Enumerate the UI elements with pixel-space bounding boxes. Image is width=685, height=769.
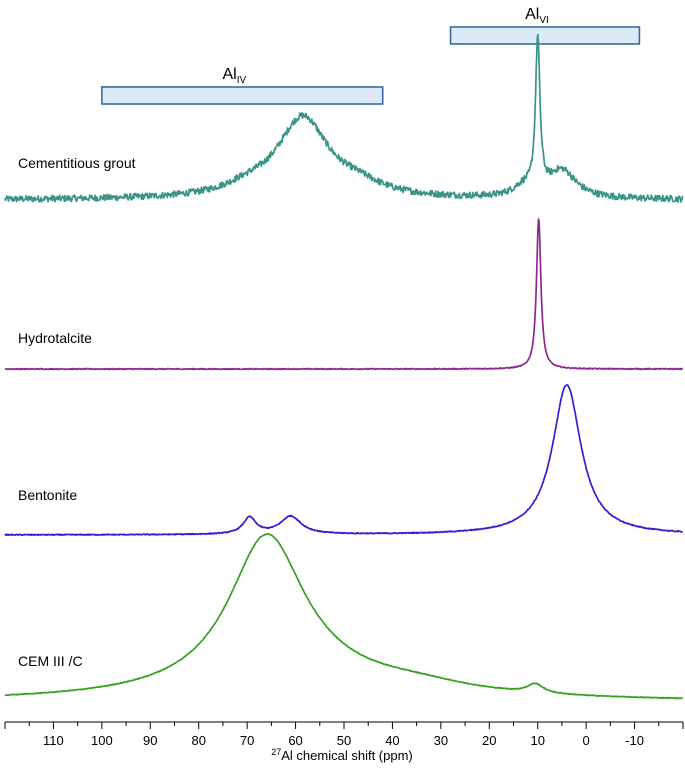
x-axis-label: 27Al chemical shift (ppm) (271, 747, 413, 763)
x-axis: 110 100 90 80 70 60 50 40 30 20 10 0 -10 (4, 721, 684, 748)
x-tick-label: 40 (385, 733, 399, 748)
x-axis-label-superscript: 27 (271, 747, 281, 757)
series-bentonite: Bentonite (4, 383, 683, 537)
spectra-series: Cementitious grout Hydrotalcite Bentonite C… (4, 33, 684, 700)
series-label: Hydrotalcite (18, 330, 92, 346)
series-hydrotalcite: Hydrotalcite (4, 218, 684, 371)
x-tick-label: 10 (530, 733, 544, 748)
region-bar-iv (101, 86, 384, 105)
series-label: Cementitious grout (18, 155, 136, 171)
x-tick-label: 70 (240, 733, 254, 748)
series-cem-iii-c: CEM III /C (4, 533, 684, 700)
x-tick-label: 20 (482, 733, 496, 748)
x-tick-label: 100 (91, 733, 113, 748)
series-line (4, 533, 684, 700)
series-line (4, 218, 684, 371)
series-line (4, 33, 684, 203)
x-axis-label-text: Al chemical shift (ppm) (281, 748, 412, 763)
x-tick-label: 60 (288, 733, 302, 748)
region-bar-vi (449, 26, 641, 45)
x-tick-label: 80 (191, 733, 205, 748)
series-label: CEM III /C (18, 653, 83, 669)
region-label-iv: AlIV (222, 66, 246, 86)
series-label: Bentonite (18, 487, 77, 503)
region-iv: AlIV (101, 66, 384, 105)
series-line (4, 383, 683, 537)
x-tick-label: 0 (583, 733, 590, 748)
region-vi: AlVI (449, 6, 641, 45)
x-tick-label: 90 (143, 733, 157, 748)
series-cementitious-grout: Cementitious grout (4, 33, 684, 203)
x-tick-label: 110 (43, 733, 64, 748)
region-bars: AlIV AlVI (101, 6, 641, 105)
x-tick-label: -10 (625, 733, 644, 748)
region-label-vi: AlVI (525, 6, 549, 26)
x-tick-label: 50 (337, 733, 351, 748)
x-tick-label: 30 (434, 733, 448, 748)
